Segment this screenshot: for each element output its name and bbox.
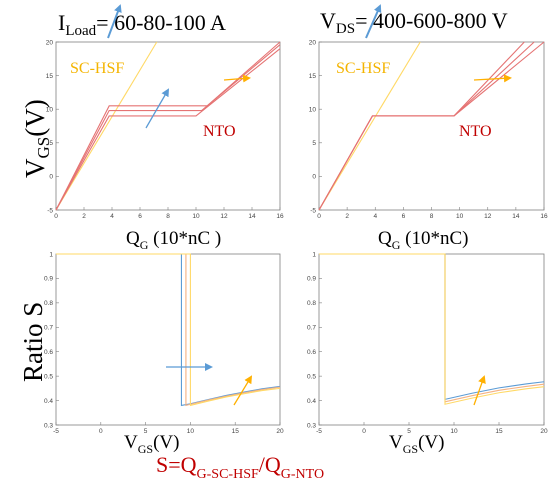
x-tick-label: 10 xyxy=(456,213,464,220)
x-tick-label: 16 xyxy=(540,213,548,220)
arrow-top-right-orange xyxy=(473,74,512,83)
y-tick-label: 0.6 xyxy=(44,349,53,356)
y-tick-label: -5 xyxy=(47,207,53,214)
x-tick-label: -5 xyxy=(316,428,322,435)
y-tick-label: 0.4 xyxy=(44,398,53,405)
annotation-nto: NTO xyxy=(203,123,236,140)
x-axis-label: QG (10*nC ) xyxy=(126,228,221,252)
x-tick-label: 12 xyxy=(220,213,228,220)
y-tick-label: 0.5 xyxy=(44,373,53,380)
y-tick-label: -5 xyxy=(310,207,316,214)
y-tick-label: 20 xyxy=(46,39,54,46)
series-line-1 xyxy=(318,41,421,211)
x-tick-label: 0 xyxy=(317,213,321,220)
x-axis-label: VGS(V) xyxy=(124,432,179,456)
x-tick-label: 0 xyxy=(99,428,103,435)
y-tick-label: 0.7 xyxy=(44,325,53,332)
y-tick-label: 15 xyxy=(46,73,54,80)
x-tick-label: 15 xyxy=(495,428,503,435)
plot-area xyxy=(318,41,545,211)
plot-area xyxy=(55,41,281,211)
x-axis-label: VGS(V) xyxy=(389,432,444,456)
x-tick-label: 6 xyxy=(402,213,406,220)
y-tick-label: 20 xyxy=(309,39,317,46)
header-right-label: VDS= 400-600-800 V xyxy=(320,8,508,37)
x-tick-label: 10 xyxy=(187,428,195,435)
x-tick-label: 2 xyxy=(82,213,86,220)
arrow-top-left-blue xyxy=(145,88,170,129)
series-line-2 xyxy=(56,253,281,407)
x-tick-label: 8 xyxy=(430,213,434,220)
chart-panel-bottom-right: -5 0 5 10 15 20 0.3 0.4 0.5 0.6 0.7 0.8 0.9 1 VGS(V) xyxy=(307,251,548,456)
arrow-header-left xyxy=(107,4,122,39)
x-tick-label: 10 xyxy=(450,428,458,435)
y-tick-label: 10 xyxy=(309,107,317,114)
series-line-1 xyxy=(55,41,158,211)
y-tick-label: 5 xyxy=(49,140,53,147)
y-tick-label: 5 xyxy=(312,140,316,147)
y-tick-label: 0.5 xyxy=(307,373,316,380)
x-tick-label: 10 xyxy=(192,213,200,220)
x-tick-label: 4 xyxy=(373,213,377,220)
x-tick-label: 20 xyxy=(276,428,284,435)
row-label-vgs: VGS(V) xyxy=(20,99,53,178)
x-tick-label: 20 xyxy=(540,428,548,435)
y-tick-label: 0.7 xyxy=(307,325,316,332)
x-tick-label: -5 xyxy=(53,428,59,435)
header-left-label: ILoad= 60-80-100 A xyxy=(58,10,226,39)
y-tick-label: 0.3 xyxy=(44,422,53,429)
y-tick-label: 0 xyxy=(312,174,316,181)
x-tick-label: 14 xyxy=(248,213,256,220)
arrow-bottom-right-orange xyxy=(473,375,486,406)
x-tick-label: 12 xyxy=(484,213,492,220)
arrow-top-left-orange xyxy=(223,74,251,83)
y-tick-label: 0.8 xyxy=(44,300,53,307)
x-tick-label: 0 xyxy=(362,428,366,435)
y-tick-label: 0.8 xyxy=(307,300,316,307)
x-tick-label: 14 xyxy=(512,213,520,220)
plot-area xyxy=(318,253,545,426)
y-tick-label: 0.6 xyxy=(307,349,316,356)
arrow-header-right xyxy=(365,4,382,39)
series-line-3 xyxy=(319,253,545,405)
x-tick-label: 6 xyxy=(138,213,142,220)
annotation-nto: NTO xyxy=(459,123,492,140)
x-tick-label: 5 xyxy=(144,428,148,435)
annotation-sc-hsf: SC-HSF xyxy=(336,60,390,77)
x-tick-label: 15 xyxy=(232,428,240,435)
y-tick-label: 15 xyxy=(309,73,317,80)
series-line-3 xyxy=(56,253,281,407)
x-tick-label: 2 xyxy=(345,213,349,220)
arrow-bottom-left-orange xyxy=(233,375,253,406)
y-tick-label: 1 xyxy=(312,251,316,258)
y-tick-label: 1 xyxy=(49,251,53,258)
x-tick-label: 8 xyxy=(166,213,170,220)
x-axis-label: QG (10*nC) xyxy=(378,228,468,252)
y-tick-label: 0.3 xyxy=(307,422,316,429)
x-tick-label: 4 xyxy=(110,213,114,220)
x-tick-label: 0 xyxy=(54,213,58,220)
y-tick-label: 0.4 xyxy=(307,398,316,405)
y-tick-label: 0.9 xyxy=(307,276,316,283)
plot-area xyxy=(55,253,281,426)
y-tick-label: 0.9 xyxy=(44,276,53,283)
y-tick-label: 0 xyxy=(49,174,53,181)
annotation-sc-hsf: SC-HSF xyxy=(70,60,124,77)
x-tick-label: 5 xyxy=(407,428,411,435)
row-label-ratio-s: Ratio S xyxy=(18,302,48,382)
chart-panel-bottom-left: -5 0 5 10 15 20 0.3 0.4 0.5 0.6 0.7 0.8 0.9 1 VGS(V) xyxy=(44,251,284,456)
x-tick-label: 16 xyxy=(276,213,284,220)
y-tick-label: 10 xyxy=(46,107,54,114)
formula: S=QG-SC-HSF/QG-NTO xyxy=(156,452,324,482)
